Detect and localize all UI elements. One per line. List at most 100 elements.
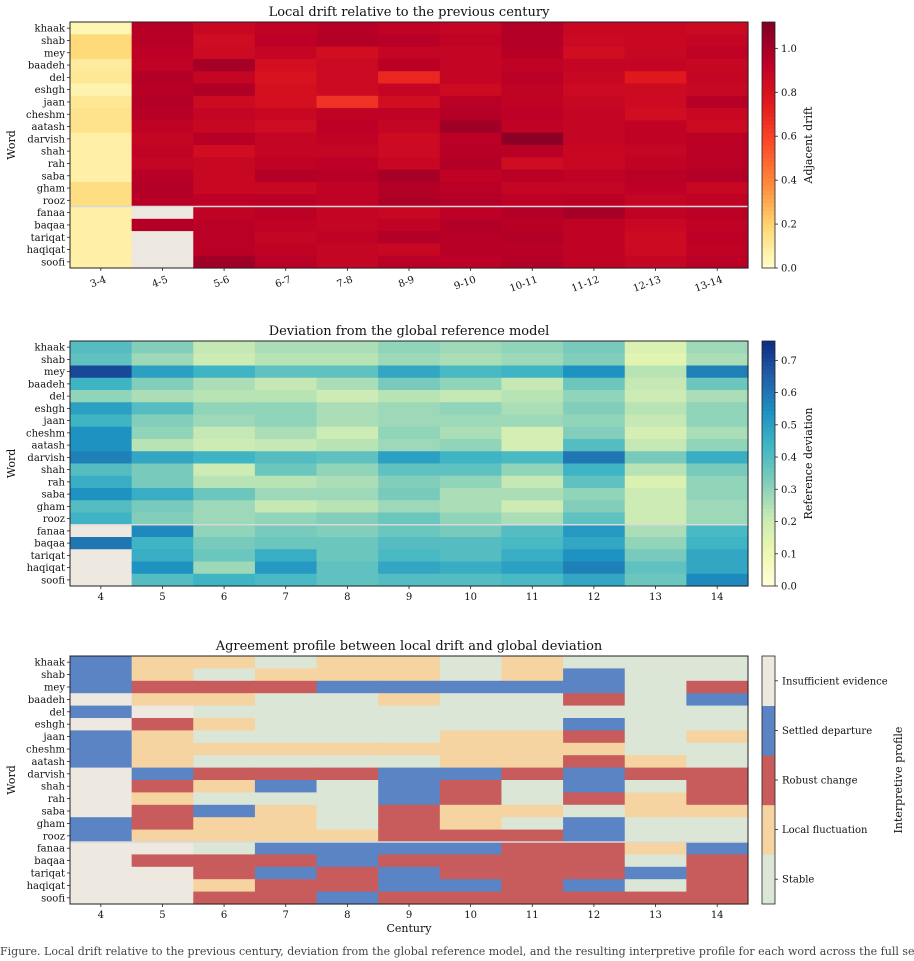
panel1-cell-fanaa-9 [624, 206, 687, 220]
panel3-ylabel-soofi: soofi [41, 893, 65, 904]
panel3-cell-darvish-10 [686, 767, 749, 781]
panel2-ylabel-eshgh: eshgh [35, 404, 66, 415]
panel3-ylabel-cheshm: cheshm [26, 745, 66, 756]
panel1-cell-saba-1 [131, 169, 194, 183]
panel3-cell-baqaa-6 [439, 854, 503, 868]
panel1-cell-saba-6 [439, 169, 503, 183]
panel1-cell-rooz-10 [686, 194, 749, 208]
panel3-cell-cheshm-4 [316, 742, 379, 756]
panel1-colorbar-step-21 [762, 177, 775, 183]
panel2-cell-aatash-0 [70, 439, 133, 452]
panel2-cell-eshgh-7 [501, 402, 564, 416]
panel2-cell-saba-3 [254, 488, 318, 501]
panel2-cell-baadeh-0 [70, 377, 133, 391]
panel3-cell-soofi-8 [563, 891, 626, 905]
panel3-colorbar-swatch-3 [762, 705, 775, 756]
panel1-cell-rooz-7 [501, 194, 564, 208]
panel1-cell-shab-9 [624, 34, 687, 48]
panel3-cell-jaan-4 [316, 730, 379, 744]
panel2-cell-rooz-10 [686, 512, 749, 526]
panel1-cell-aatash-1 [131, 120, 194, 134]
panel1-colorbar-step-32 [762, 132, 775, 138]
panel2-colorbar-step-27 [762, 471, 775, 477]
panel2-cell-rooz-1 [131, 512, 194, 526]
panel1-cell-shab-3 [254, 34, 318, 48]
panel1-cell-baqaa-6 [439, 218, 503, 232]
panel3-cell-darvish-6 [439, 767, 503, 781]
panel3-title: Agreement profile between local drift an… [215, 639, 603, 654]
panel2-cell-baadeh-9 [624, 377, 687, 391]
panel2-cell-haqiqat-7 [501, 561, 564, 575]
panel2-cell-baqaa-9 [624, 537, 687, 550]
panel2-cell-jaan-6 [439, 414, 503, 428]
panel3-colorbar-category-3: Settled departure [782, 726, 872, 737]
panel2-ylabel-rooz: rooz [43, 514, 65, 525]
panel1-cell-saba-5 [378, 169, 441, 183]
panel3-ylabel-fanaa: fanaa [37, 844, 65, 855]
panel3-cell-saba-9 [624, 804, 687, 818]
panel2-cell-darvish-5 [378, 451, 441, 465]
panel3-ylabel-darvish: darvish [27, 769, 65, 780]
panel3-cell-shab-7 [501, 668, 564, 682]
panel3-cell-haqiqat-6 [439, 879, 503, 893]
panel1-cell-rooz-5 [378, 194, 441, 208]
panel3-cell-haqiqat-1 [131, 879, 194, 893]
panel1-cell-haqiqat-10 [686, 243, 749, 257]
panel2-cell-haqiqat-10 [686, 561, 749, 575]
panel2-cell-darvish-8 [563, 451, 626, 465]
panel2-xlabel-9: 13 [649, 592, 662, 603]
panel3-cell-shah-1 [131, 780, 194, 793]
panel1-cell-soofi-2 [193, 255, 256, 269]
panel1-cell-mey-7 [501, 46, 564, 60]
panel3-cell-haqiqat-2 [193, 879, 256, 893]
panel3-xaxis-label: Century [387, 922, 433, 935]
panel3-cell-mey-1 [131, 680, 194, 694]
panel1-colorbar-step-9 [762, 227, 775, 232]
panel1-cell-jaan-0 [70, 95, 133, 109]
panel1-colorbar-step-27 [762, 153, 775, 158]
panel2-ylabel-khaak: khaak [35, 343, 66, 354]
panel1-colorbar-step-14 [762, 206, 775, 212]
panel1-cell-shah-3 [254, 145, 318, 158]
panel3-cell-del-10 [686, 705, 749, 719]
panel3-cell-khaak-5 [378, 656, 441, 669]
panel1-colorbar-step-35 [762, 120, 775, 125]
panel2-cell-rah-6 [439, 475, 503, 489]
panel1-ylabel-baadeh: baadeh [28, 61, 66, 72]
panel2-cell-haqiqat-0 [70, 561, 133, 575]
panel2-cell-rah-7 [501, 475, 564, 489]
panel1-colorbar-step-50 [762, 58, 775, 64]
panel2-cell-baqaa-10 [686, 537, 749, 550]
panel2-ylabel-tariqat: tariqat [31, 551, 65, 562]
panel1-title: Local drift relative to the previous cen… [269, 5, 551, 20]
panel3-cell-shah-4 [316, 780, 379, 793]
panel1-colorbar-step-38 [762, 108, 775, 113]
panel2-cell-shab-1 [131, 353, 194, 367]
panel3-cell-saba-7 [501, 804, 564, 818]
panel1-colorbar-ticklabel-3: 0.6 [781, 132, 797, 143]
panel1-cell-cheshm-2 [193, 108, 256, 121]
panel2-cell-soofi-0 [70, 573, 133, 587]
panel1-cell-rah-5 [378, 157, 441, 171]
panel1-cell-tariqat-0 [70, 231, 133, 244]
panel1-cell-eshgh-5 [378, 83, 441, 97]
panel1-colorbar-step-4 [762, 247, 775, 253]
panel3-cell-soofi-2 [193, 891, 256, 905]
panel3-cell-aatash-1 [131, 755, 194, 769]
panel1-cell-fanaa-4 [316, 206, 379, 220]
panel1-cell-tariqat-1 [131, 231, 194, 244]
panel2-cell-khaak-2 [193, 341, 256, 354]
panel2-colorbar-step-49 [762, 381, 775, 387]
panel3-cell-khaak-1 [131, 656, 194, 669]
panel2-cell-gham-6 [439, 500, 503, 514]
panel1-cell-mey-8 [563, 46, 626, 60]
panel2-cell-tariqat-2 [193, 549, 256, 563]
panel3-cell-aatash-9 [624, 755, 687, 769]
panel2-cell-saba-6 [439, 488, 503, 501]
panel2-cell-baqaa-5 [378, 537, 441, 550]
panel2-ylabel-haqiqat: haqiqat [27, 563, 65, 574]
panel3-ylabel-baadeh: baadeh [28, 695, 66, 706]
panel2-cell-mey-10 [686, 365, 749, 379]
panel1-xlabel-7: 10-11 [508, 274, 539, 294]
panel3-cell-soofi-6 [439, 891, 503, 905]
